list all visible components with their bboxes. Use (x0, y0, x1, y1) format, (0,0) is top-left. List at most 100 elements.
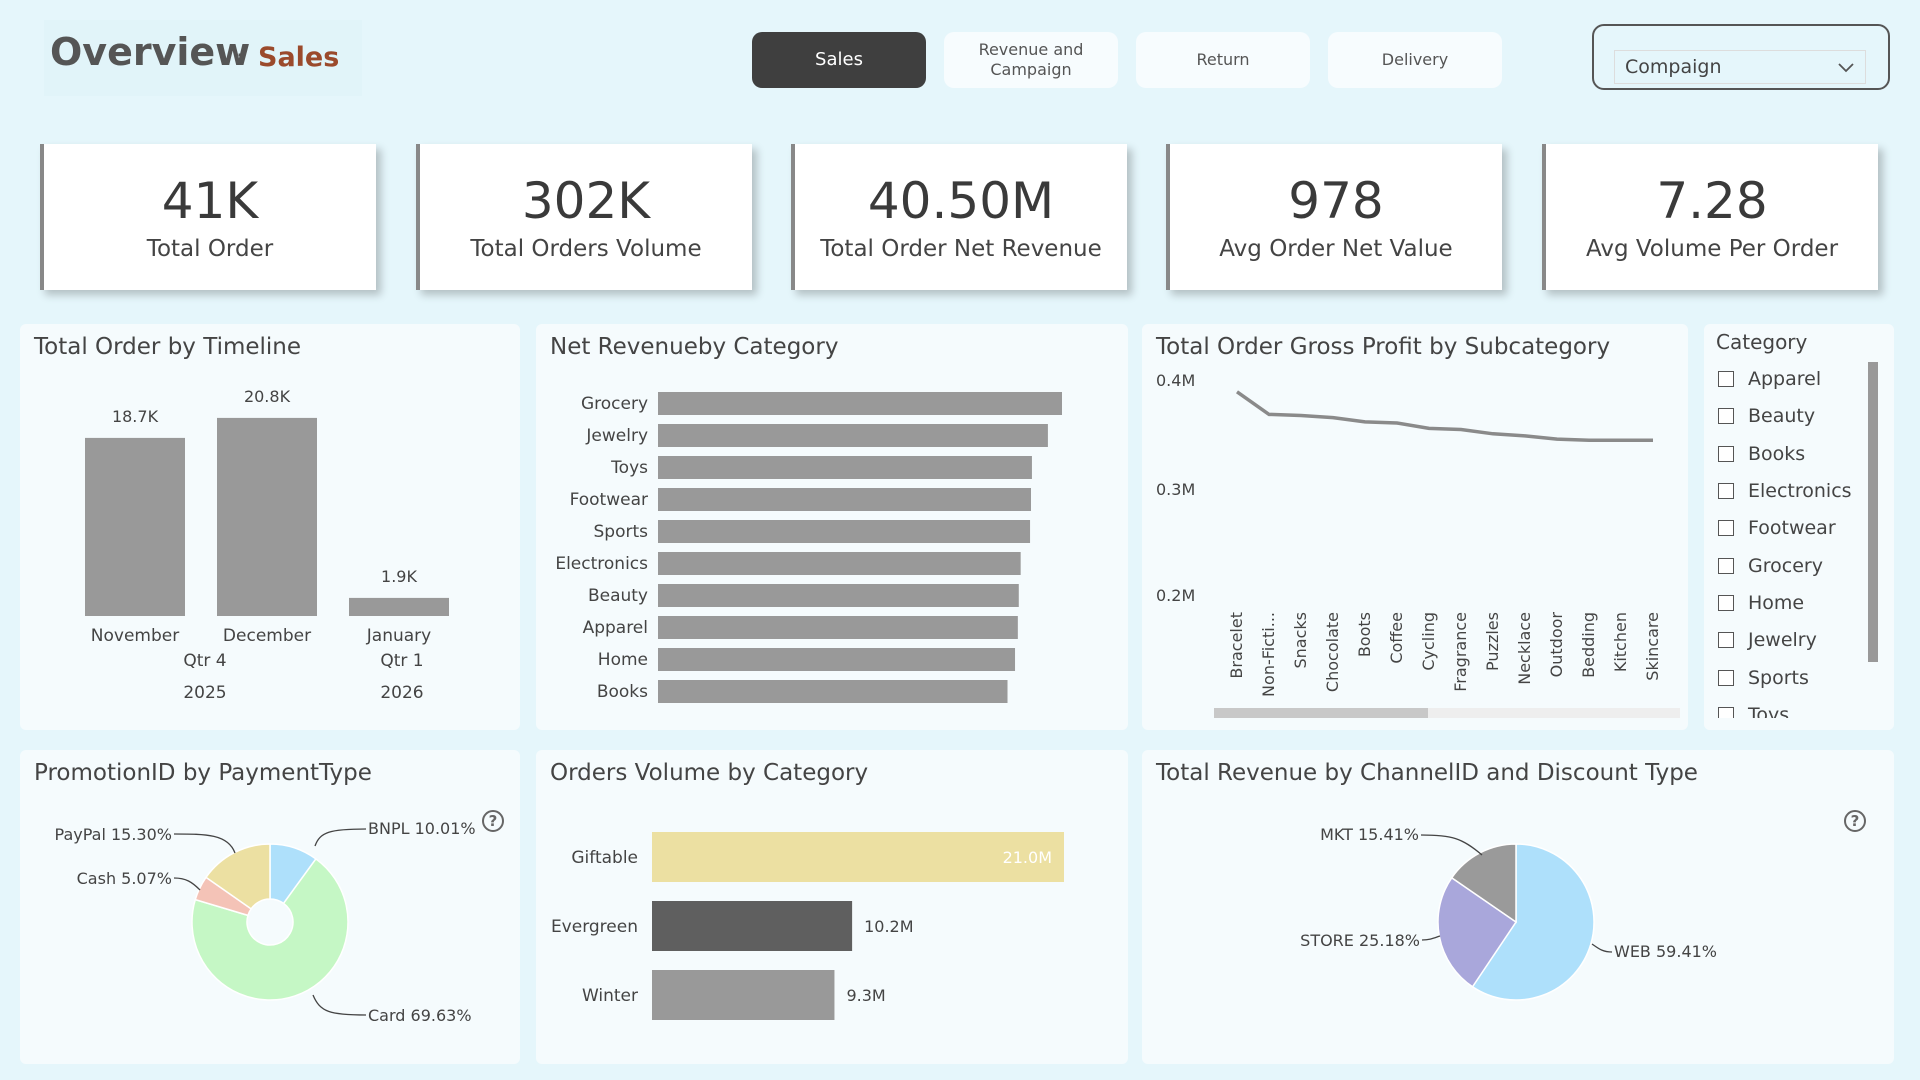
timeline-bar (349, 597, 449, 616)
orders-volume-data-label: 10.2M (864, 917, 913, 936)
nav-button-return[interactable]: Return (1136, 32, 1310, 88)
channel-pie-slice (1471, 843, 1595, 1001)
checkbox[interactable] (1718, 371, 1734, 387)
net-revenue-bar (658, 552, 1021, 575)
nav-button-sales[interactable]: Sales (752, 32, 926, 88)
profit-x-tick-label: Bracelet (1227, 612, 1246, 679)
profit-x-tick-label: Kitchen (1611, 612, 1630, 672)
kpi-value: 302K (521, 172, 651, 230)
profit-x-tick-label: Necklace (1515, 612, 1534, 685)
payment-slice-label: PayPal 15.30% (55, 825, 172, 844)
orders-volume-data-label: 9.3M (846, 986, 885, 1005)
category-option[interactable]: Books (1718, 443, 1805, 465)
page-subtitle: Sales (258, 42, 340, 73)
channel-slice-label: MKT 15.41% (1320, 825, 1419, 844)
panel-orders-volume-category: Orders Volume by Category Giftable 21.0M E… (536, 750, 1128, 1064)
net-revenue-category-label: Jewelry (585, 426, 648, 446)
timeline-data-label: 1.9K (381, 567, 417, 586)
category-option[interactable]: Electronics (1718, 480, 1852, 502)
panel-net-revenue-category: Net Revenueby Category Grocery Jewelry Toy… (536, 324, 1128, 730)
kpi-value: 40.50M (867, 172, 1055, 230)
checkbox[interactable] (1718, 520, 1734, 536)
timeline-month-label: December (223, 626, 311, 646)
campaign-dropdown[interactable]: Compaign (1614, 50, 1866, 84)
checkbox[interactable] (1718, 446, 1734, 462)
channel-slice-label: WEB 59.41% (1614, 942, 1717, 961)
campaign-slicer: Compaign (1592, 24, 1890, 90)
net-revenue-bar (658, 680, 1008, 703)
kpi-value: 978 (1288, 172, 1384, 230)
orders-volume-bar-chart: Giftable 21.0M Evergreen 10.2M Winter 9.3M (551, 832, 1064, 1020)
vertical-scrollbar[interactable] (1868, 362, 1878, 662)
title-area (44, 20, 362, 96)
net-revenue-category-label: Beauty (588, 586, 648, 606)
timeline-data-label: 20.8K (244, 387, 291, 406)
profit-x-tick-label: Bedding (1579, 612, 1598, 678)
help-icon[interactable]: ? (482, 810, 504, 832)
orders-volume-category-label: Evergreen (551, 917, 638, 937)
category-option[interactable]: Home (1718, 592, 1804, 614)
payment-leader-line (173, 833, 236, 854)
category-option[interactable]: Jewelry (1718, 629, 1817, 651)
nav-button-delivery[interactable]: Delivery (1328, 32, 1502, 88)
orders-volume-bar (652, 832, 1064, 882)
chart-title: PromotionID by PaymentType (34, 760, 372, 786)
kpi-card-total-order: 41K Total Order (40, 144, 376, 290)
checkbox[interactable] (1718, 408, 1734, 424)
profit-x-tick-label: Coffee (1387, 612, 1406, 664)
net-revenue-category-label: Books (597, 682, 648, 702)
timeline-month-label: January (366, 626, 431, 646)
checkbox[interactable] (1718, 670, 1734, 686)
timeline-year-label: 2026 (380, 683, 423, 703)
timeline-year-label: 2025 (183, 683, 226, 703)
panel-gross-profit-subcategory: Total Order Gross Profit by Subcategory … (1142, 324, 1688, 730)
title-separator: : (236, 46, 244, 71)
chart-title: Net Revenueby Category (550, 334, 839, 360)
net-revenue-category-label: Toys (610, 458, 648, 478)
kpi-card-avg-volume-per-order: 7.28 Avg Volume Per Order (1542, 144, 1878, 290)
category-option[interactable]: Beauty (1718, 405, 1815, 427)
kpi-card-total-orders-volume: 302K Total Orders Volume (416, 144, 752, 290)
profit-x-tick-label: Chocolate (1323, 612, 1342, 692)
net-revenue-category-label: Home (598, 650, 648, 670)
gross-profit-line-chart: 0.4M 0.3M 0.2M Bracelet Non-Ficti... Snacks Ch… (1156, 371, 1662, 697)
category-option[interactable]: Apparel (1718, 368, 1821, 390)
checkbox[interactable] (1718, 595, 1734, 611)
campaign-dropdown-value: Compaign (1625, 56, 1722, 78)
net-revenue-bar (658, 424, 1048, 447)
chart-title: Total Order Gross Profit by Subcategory (1156, 334, 1611, 360)
profit-x-tick-label: Non-Ficti... (1259, 612, 1278, 697)
orders-volume-bar (652, 901, 853, 951)
kpi-label: Avg Volume Per Order (1585, 236, 1839, 262)
timeline-bar-chart: 18.7K November 20.8K December 1.9K January Qtr… (85, 387, 449, 703)
profit-x-tick-label: Snacks (1291, 612, 1310, 669)
help-icon[interactable]: ? (1844, 810, 1866, 832)
net-revenue-category-label: Apparel (583, 618, 648, 638)
profit-x-tick-label: Fragrance (1451, 612, 1470, 692)
kpi-label: Total Order Net Revenue (820, 236, 1102, 262)
category-option[interactable]: Sports (1718, 667, 1809, 689)
timeline-quarter-label: Qtr 4 (183, 651, 226, 671)
profit-x-tick-label: Outdoor (1547, 612, 1566, 678)
page-title: Overview (50, 30, 251, 74)
net-revenue-bar (658, 520, 1031, 543)
profit-y-tick-label: 0.3M (1156, 480, 1195, 499)
checkbox[interactable] (1718, 558, 1734, 574)
nav-button-revenue-campaign[interactable]: Revenue and Campaign (944, 32, 1118, 88)
checkbox[interactable] (1718, 632, 1734, 648)
chevron-down-icon (1838, 63, 1854, 73)
net-revenue-bar (658, 616, 1018, 639)
net-revenue-bar (658, 456, 1032, 479)
net-revenue-category-label: Grocery (581, 394, 648, 414)
payment-slice-label: Card 69.63% (368, 1006, 472, 1025)
kpi-label: Total Orders Volume (470, 236, 702, 262)
orders-volume-category-label: Giftable (571, 848, 638, 868)
checkbox[interactable] (1718, 483, 1734, 499)
category-option[interactable]: Grocery (1718, 555, 1823, 577)
category-option[interactable]: Footwear (1718, 517, 1836, 539)
scrollbar-thumb[interactable] (1214, 708, 1428, 718)
category-filter-panel: Category Apparel Beauty Books Electronic… (1704, 324, 1894, 730)
horizontal-scrollbar[interactable] (1214, 708, 1680, 718)
net-revenue-bar (658, 648, 1016, 671)
profit-y-tick-label: 0.4M (1156, 371, 1195, 390)
